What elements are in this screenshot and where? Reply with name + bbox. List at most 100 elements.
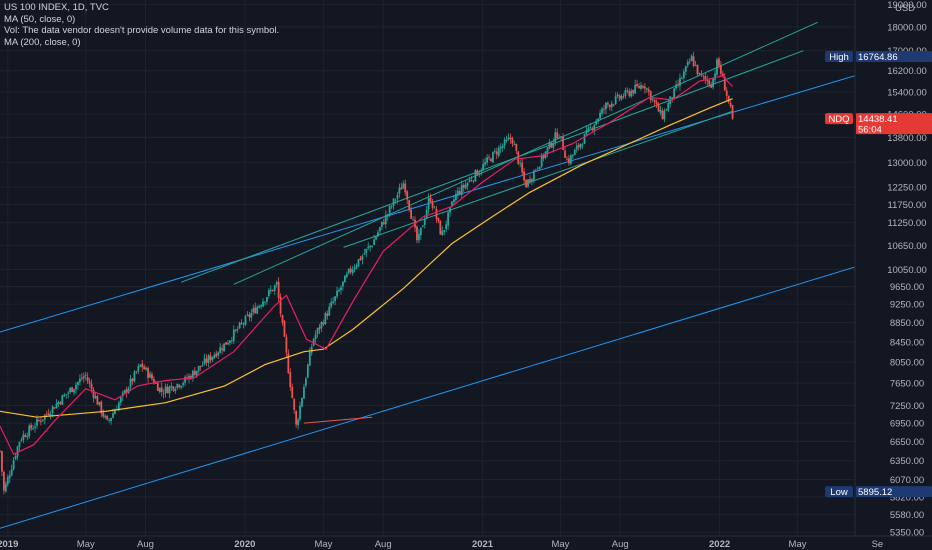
candle-body: [601, 108, 603, 114]
candle-body: [289, 372, 292, 388]
candle-body: [92, 389, 95, 398]
candle-body: [661, 110, 664, 119]
candle-body: [618, 95, 621, 99]
candle-body: [293, 398, 296, 410]
candle-body: [653, 99, 656, 103]
legend-ma50[interactable]: MA (50, close, 0): [4, 13, 76, 25]
price-axis[interactable]: USD19000.0018000.0017000.0016200.0015400…: [854, 0, 932, 550]
candle-body: [456, 190, 459, 195]
candle-body: [96, 396, 99, 405]
candle-body: [285, 337, 288, 353]
candle-body: [26, 435, 29, 438]
candle-body: [723, 77, 726, 91]
price-tick-label: 8450.00: [890, 337, 924, 348]
candle-body: [714, 73, 716, 80]
candle-body: [507, 137, 510, 140]
candle-body: [215, 353, 218, 357]
candle-body: [377, 232, 379, 237]
candle-body: [369, 245, 372, 248]
candle-body: [303, 387, 305, 399]
candle-body: [367, 246, 370, 249]
candle-body: [166, 386, 169, 394]
candle-body: [599, 112, 601, 119]
price-tick-label: 7250.00: [890, 401, 924, 412]
legend-volume[interactable]: Vol: The data vendor doesn't provide vol…: [4, 25, 280, 36]
candle-body: [297, 419, 299, 426]
candle-body: [119, 397, 122, 403]
candle-body: [267, 290, 270, 296]
candle-body: [649, 91, 652, 101]
candle-body: [349, 268, 352, 272]
candle-body: [710, 84, 713, 88]
candle-body: [380, 221, 383, 227]
trendlines[interactable]: [0, 21, 881, 529]
candle-body: [692, 56, 695, 66]
candle-body: [702, 75, 705, 77]
time-axis[interactable]: 2019 May Aug 2020 May Aug 2021 May Aug 2022 May Se: [0, 535, 932, 550]
candle-body: [558, 137, 561, 139]
candle-body: [564, 150, 566, 158]
time-axis-bg: [0, 536, 932, 550]
candle-body: [626, 90, 629, 92]
candle-body: [548, 142, 551, 149]
candle-body: [304, 378, 307, 386]
trendline-1: [0, 258, 881, 529]
candle-body: [700, 73, 703, 75]
candle-body: [199, 365, 202, 367]
candle-body: [230, 340, 233, 342]
candle-body: [478, 172, 481, 175]
candle-body: [655, 101, 658, 104]
candle-body: [727, 95, 730, 102]
candle-body: [402, 183, 405, 189]
candle-body: [460, 185, 463, 195]
candle-body: [458, 191, 461, 195]
candle-body: [73, 389, 75, 393]
candle-body: [0, 450, 1, 452]
candle-body: [112, 413, 114, 418]
candle-body: [616, 94, 619, 96]
candle-body: [156, 383, 159, 391]
candle-body: [554, 132, 557, 143]
candle-body: [495, 151, 498, 155]
candle-body: [499, 146, 502, 149]
candle-body: [1, 451, 3, 472]
candle-body: [28, 425, 31, 437]
candle-body: [645, 88, 648, 90]
candle-body: [38, 419, 40, 421]
price-tick-label: 8850.00: [890, 318, 924, 329]
candle-body: [647, 89, 650, 92]
candle-body: [439, 220, 442, 235]
candle-body: [441, 230, 444, 236]
candle-body: [324, 313, 327, 325]
candle-body: [585, 130, 588, 135]
candle-body: [493, 150, 496, 152]
candle-body: [306, 364, 309, 378]
candle-body: [299, 405, 301, 420]
candle-body: [677, 84, 679, 86]
candle-body: [429, 197, 432, 202]
candle-body: [190, 375, 192, 379]
candle-body: [77, 382, 79, 385]
candle-body: [530, 179, 533, 182]
candle-body: [351, 269, 354, 274]
candle-body: [509, 137, 512, 140]
candle-body: [84, 375, 87, 377]
candle-body: [453, 199, 455, 203]
candle-body: [706, 80, 709, 82]
legend-symbol[interactable]: US 100 INDEX, 1D, TVC: [4, 2, 109, 13]
candle-body: [644, 86, 646, 89]
legend-ma200[interactable]: MA (200, close, 0): [4, 36, 81, 48]
candle-body: [4, 483, 7, 492]
candle-body: [667, 102, 670, 111]
candle-body: [718, 58, 720, 66]
moving-averages: [0, 75, 734, 455]
candle-body: [671, 97, 674, 99]
grid: [0, 0, 855, 536]
candle-body: [624, 90, 627, 96]
candle-body: [108, 419, 111, 421]
last-price-badge-bg: [856, 113, 932, 135]
candle-body: [260, 305, 262, 307]
candle-body: [464, 184, 467, 189]
price-tick-label: 5580.00: [890, 510, 924, 521]
